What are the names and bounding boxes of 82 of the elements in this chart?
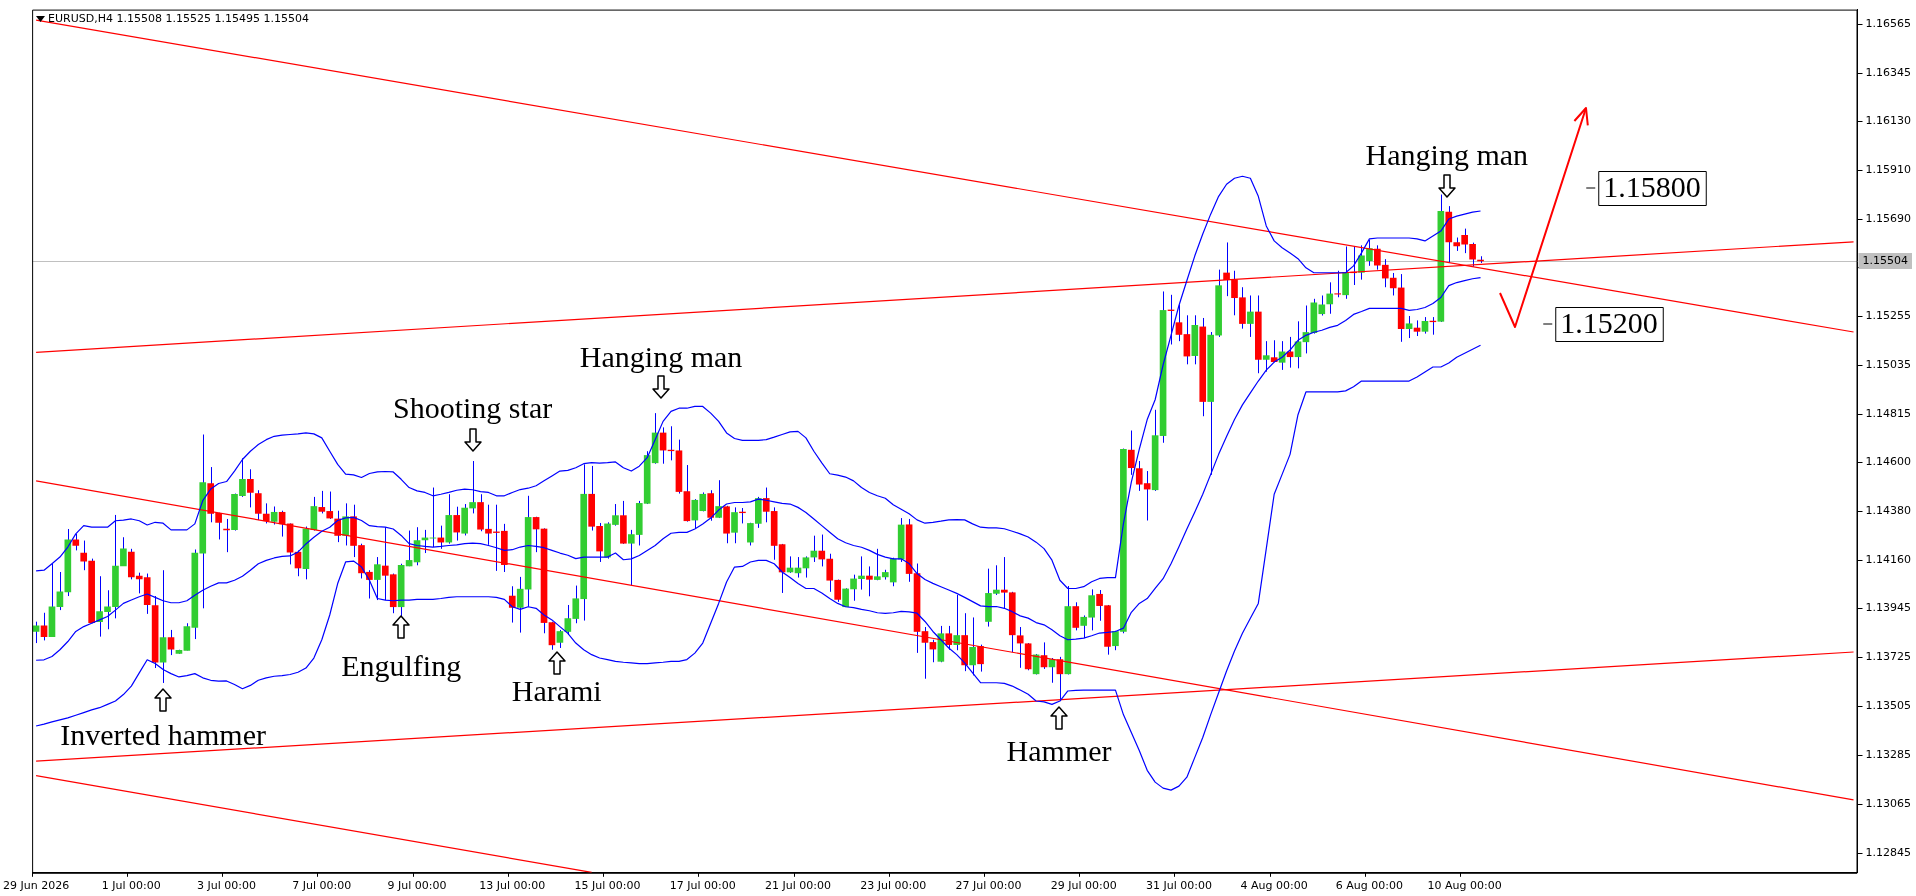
candlestick (508, 585, 516, 624)
x-tick-label: 9 Jul 00:00 (387, 879, 447, 893)
candlestick (469, 460, 476, 514)
y-tick-label: 1.15035 (1865, 358, 1912, 372)
x-tick-label: 3 Jul 00:00 (197, 879, 257, 893)
y-tick-label: 1.13945 (1865, 601, 1912, 615)
annotation: Harami (511, 673, 602, 707)
y-tick-label: 1.16130 (1865, 114, 1912, 128)
candlestick (1175, 304, 1183, 342)
annotation: Engulfing (341, 648, 462, 682)
x-tick-label: 7 Jul 00:00 (292, 879, 352, 893)
candlestick (858, 555, 865, 591)
x-tick-label: 10 Aug 00:00 (1427, 879, 1502, 893)
x-tick-label: 29 Jul 00:00 (1050, 879, 1117, 893)
candlestick (802, 555, 810, 579)
annotation: 1.15200 (1560, 305, 1658, 339)
x-tick-label: 21 Jul 00:00 (765, 879, 831, 893)
y-tick-label: 1.12845 (1865, 846, 1912, 860)
candlestick (731, 506, 738, 544)
x-tick-label: 4 Aug 00:00 (1240, 879, 1308, 893)
candlestick (453, 506, 461, 542)
y-tick-label: 1.13065 (1865, 797, 1912, 811)
candlestick (1326, 281, 1334, 315)
x-tick-label: 27 Jul 00:00 (955, 879, 1022, 893)
x-tick-label: 23 Jul 00:00 (860, 879, 927, 893)
y-tick-label: 1.14600 (1865, 455, 1912, 469)
annotation: 1.15800 (1603, 169, 1701, 203)
chart-title: EURUSD,H4 1.15508 1.15525 1.15495 1.15504 (48, 12, 309, 26)
annotation: Hammer (1006, 733, 1112, 767)
candlestick (953, 594, 961, 651)
candlestick (80, 540, 88, 571)
candlestick (1389, 272, 1397, 296)
y-tick-label: 1.14815 (1865, 407, 1912, 421)
x-tick-label: 6 Aug 00:00 (1335, 879, 1404, 893)
candlestick (342, 502, 349, 546)
candlestick (850, 574, 857, 602)
candlestick (842, 587, 849, 608)
candlestick (1405, 315, 1413, 339)
y-tick-label: 1.14160 (1865, 553, 1912, 567)
candlestick (548, 621, 556, 651)
candlestick (270, 505, 278, 526)
x-tick-label: 31 Jul 00:00 (1145, 879, 1212, 893)
candlestick (818, 534, 826, 567)
annotation: Inverted hammer (60, 717, 266, 751)
ref-line-label: 1.15504 (1862, 253, 1909, 267)
y-tick-label: 1.15910 (1865, 163, 1912, 177)
y-tick-label: 1.15255 (1865, 309, 1912, 323)
candlestick (56, 571, 64, 611)
y-tick-label: 1.16565 (1865, 17, 1912, 31)
y-tick-label: 1.14380 (1865, 504, 1912, 518)
x-tick-label: 13 Jul 00:00 (479, 879, 546, 893)
candlestick (945, 625, 953, 651)
candlestick (715, 479, 722, 519)
candlestick (1072, 601, 1080, 631)
candlestick (262, 502, 270, 524)
candlestick (969, 616, 976, 676)
candlestick (556, 629, 564, 649)
candlestick (866, 565, 873, 597)
y-tick-label: 1.13725 (1865, 650, 1912, 664)
y-tick-label: 1.16345 (1865, 66, 1912, 80)
candlestick (374, 556, 381, 601)
candlestick (516, 576, 524, 634)
annotation: Hanging man (579, 339, 743, 373)
x-tick-label: 29 Jun 2026 (3, 879, 70, 893)
candlestick (120, 536, 127, 567)
x-tick-label: 1 Jul 00:00 (101, 879, 161, 893)
y-tick-label: 1.13285 (1865, 748, 1912, 762)
y-tick-label: 1.13505 (1865, 699, 1912, 713)
annotation: Hanging man (1365, 137, 1529, 171)
candlestick (1127, 430, 1135, 476)
candlestick (1334, 270, 1341, 298)
candlestick (254, 489, 262, 521)
candlestick (1247, 294, 1254, 338)
candlestick (1342, 245, 1349, 300)
y-tick-label: 1.15690 (1865, 212, 1912, 226)
annotation: Shooting star (393, 390, 553, 424)
candlestick (1262, 340, 1270, 373)
candlestick (1016, 626, 1024, 669)
x-tick-label: 17 Jul 00:00 (669, 879, 736, 893)
candlestick (977, 644, 984, 673)
x-tick-label: 15 Jul 00:00 (574, 879, 641, 893)
candlestick (247, 468, 254, 508)
